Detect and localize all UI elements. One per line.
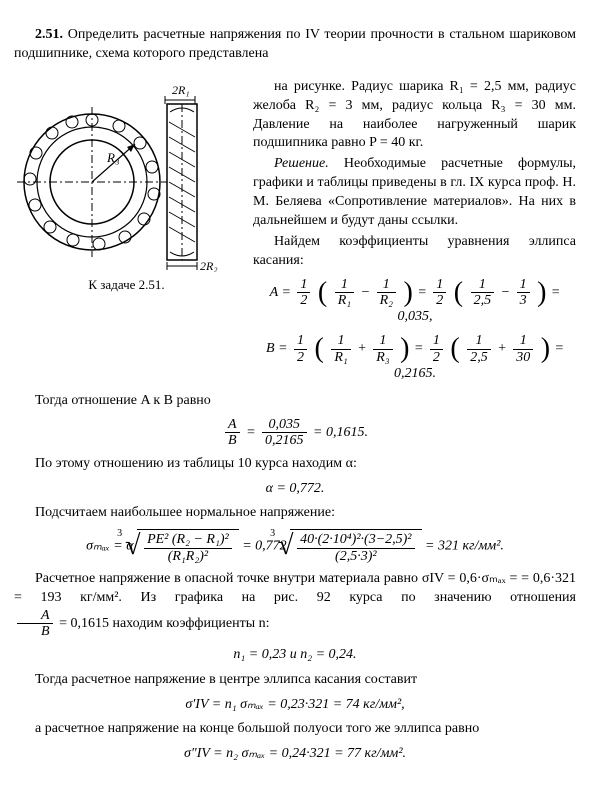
equation-center: σ′IV = n₁ σₘₐₓ = 0,23·321 = 74 кг/мм², [14,696,576,715]
center-text: Тогда расчетное напряжение в центре элли… [14,671,576,690]
problem-text-1: Определить расчетные напряжения по IV те… [14,27,576,61]
sigma-text: Подсчитаем наибольшее нормальное напряже… [14,504,576,523]
label-2r1: 2R₁ [172,83,190,97]
equation-n: n₁ = 0,23 и n₂ = 0,24. [14,646,576,665]
equation-alpha: α = 0,772. [14,480,576,499]
equation-ratio: AB = 0,0350,2165 = 0,1615. [14,417,576,449]
label-r3: R₃ [106,150,119,165]
figure-block: 2R₁ R₃ [14,82,239,294]
solution-heading: Решение. [274,156,329,171]
problem-number: 2.51. [35,27,63,42]
problem-statement-line1: 2.51. Определить расчетные напряжения по… [14,26,576,64]
end-text: а расчетное напряжение на конце большой … [14,720,576,739]
equation-end: σ″IV = n₂ σₘₐₓ = 0,24·321 = 77 кг/мм². [14,745,576,764]
equation-B: B = 12 ( 1R₁ + 1R₃ ) = 12 ( 12,5 + 130 )… [254,333,576,384]
figure-caption: К задаче 2.51. [14,276,239,294]
iv-text: Расчетное напряжение в опасной точке вну… [14,570,576,640]
equation-sigma-max: σₘₐₓ = α 3√ PE² (R₂ − R₁)²(R₁R₂)² = 0,77… [14,529,576,564]
equation-A: A = 12 ( 1R₁ − 1R₂ ) = 12 ( 12,5 − 13 ) … [254,277,576,328]
bearing-diagram: 2R₁ R₃ [17,82,237,272]
ratio-text: Тогда отношение A к B равно [14,392,576,411]
label-2r2: 2R₂ [200,259,218,272]
alpha-text: По этому отношению из таблицы 10 курса н… [14,455,576,474]
